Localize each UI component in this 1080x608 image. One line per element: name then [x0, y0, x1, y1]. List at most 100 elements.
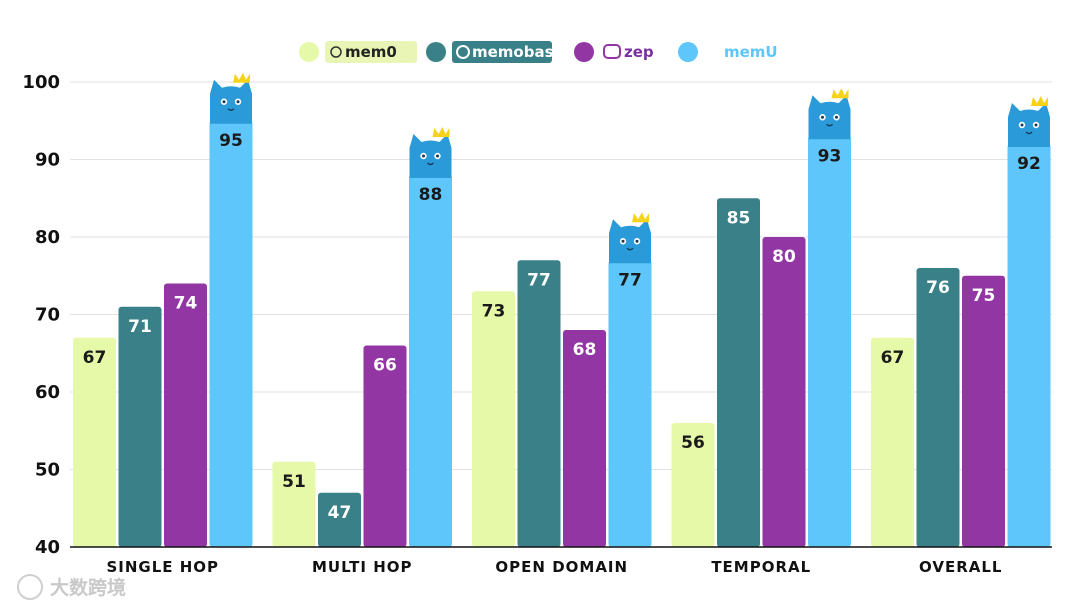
cat-pupil-icon [621, 239, 625, 243]
memobase-logo-chip [452, 41, 552, 63]
cat-head-icon [409, 134, 452, 178]
crown-icon [831, 88, 849, 99]
legend-swatch-memu [678, 42, 698, 62]
bar-memu-2 [608, 260, 652, 547]
mem0-logo-icon [330, 46, 342, 58]
data-label: 92 [1017, 154, 1041, 174]
cat-head-icon [609, 219, 651, 264]
memobase-logo-icon [456, 45, 470, 59]
zep-logo-icon [603, 44, 621, 59]
x-category-label: OPEN DOMAIN [495, 558, 628, 576]
bar-mem0-0 [73, 337, 116, 547]
cat-mouth-icon [227, 108, 235, 111]
cat-pupil-icon [436, 154, 439, 158]
bar-zep-4 [962, 275, 1005, 547]
cat-pupil-icon [1020, 123, 1024, 127]
watermark-text: 大数跨境 [50, 576, 126, 599]
cat-pupil-icon [835, 115, 838, 119]
bar-mem0-3 [671, 423, 715, 547]
bar-mem0-4 [871, 337, 914, 547]
bar-zep-3 [762, 237, 806, 547]
y-tick-label: 40 [35, 537, 60, 558]
y-tick-label: 70 [35, 305, 60, 326]
legend-label-zep: zep [624, 43, 654, 61]
cat-pupil-icon [821, 115, 824, 119]
bar-memobase-3 [717, 198, 760, 547]
crown-icon [632, 212, 649, 223]
y-tick-label: 60 [35, 382, 60, 403]
data-label: 95 [219, 131, 243, 151]
cat-mouth-icon [1025, 131, 1033, 135]
data-label: 66 [373, 356, 397, 376]
bar-memu-0 [209, 120, 253, 547]
bar-memu-3 [808, 136, 851, 547]
crown-icon [233, 72, 250, 83]
cat-pupil-icon [236, 100, 240, 104]
data-label: 71 [128, 317, 152, 337]
cat-mascot-icon [409, 127, 452, 178]
data-label: 47 [328, 503, 352, 523]
crown-icon [432, 127, 450, 137]
data-label: 51 [282, 472, 306, 492]
data-label: 85 [727, 208, 751, 228]
x-category-label: TEMPORAL [711, 558, 811, 576]
data-label: 77 [527, 270, 551, 290]
cat-head-icon [808, 95, 851, 140]
x-category-label: OVERALL [919, 558, 1002, 576]
legend-label-mem0: mem0 [345, 43, 397, 61]
data-label: 93 [818, 146, 842, 166]
bar-mem0-2 [472, 291, 515, 547]
bar-memobase-1 [318, 492, 361, 547]
cat-mascot-icon [210, 72, 252, 124]
cat-mouth-icon [626, 247, 634, 251]
data-label: 56 [681, 433, 705, 453]
y-tick-label: 90 [35, 150, 60, 171]
bar-zep-0 [164, 283, 207, 547]
data-label: 74 [174, 294, 198, 314]
data-label: 77 [618, 270, 642, 290]
cat-mascot-icon [1008, 96, 1050, 147]
cat-head-icon [1008, 103, 1050, 147]
legend-swatch-memobase [426, 42, 446, 62]
bar-zep-2 [563, 330, 606, 547]
bar-memobase-0 [118, 306, 162, 547]
legend-swatch-zep [574, 42, 594, 62]
x-axis-categories: SINGLE HOP MULTI HOP OPEN DOMAIN TEMPORAL OV… [106, 558, 1002, 576]
y-tick-label: 100 [22, 72, 60, 93]
watermark: 大数跨境 [17, 574, 126, 600]
crown-icon [1031, 96, 1048, 106]
y-tick-label: 80 [35, 227, 60, 248]
y-tick-label: 50 [35, 460, 60, 481]
cat-pupil-icon [1034, 123, 1038, 127]
data-label: 73 [482, 301, 506, 321]
bars: 67 71 74 95 51 47 66 88 73 77 68 77 56 85 80 93 67 76 75 92 [73, 72, 1051, 547]
legend-label-memu: memU [724, 43, 778, 61]
cat-pupil-icon [635, 239, 639, 243]
data-label: 67 [881, 348, 905, 368]
data-label: 88 [419, 185, 443, 205]
cat-mouth-icon [427, 162, 434, 166]
bar-mem0-1 [272, 461, 316, 547]
y-axis-ticks: 40 50 60 70 80 90 100 [22, 72, 60, 558]
watermark-logo-icon [17, 574, 43, 600]
bar-memobase-4 [916, 268, 960, 547]
data-label: 68 [573, 340, 597, 360]
x-category-label: MULTI HOP [312, 558, 413, 576]
cat-head-icon [210, 79, 252, 124]
cat-pupil-icon [222, 100, 226, 104]
legend: mem0 memobase zep memU [299, 41, 778, 63]
bar-memu-1 [409, 175, 452, 547]
mem0-logo-chip [325, 41, 417, 63]
cat-mascot-icon [609, 212, 651, 264]
data-label: 76 [926, 278, 950, 298]
legend-swatch-mem0 [299, 42, 319, 62]
data-label: 75 [972, 286, 996, 306]
cat-pupil-icon [422, 154, 425, 158]
bar-memu-4 [1007, 144, 1051, 547]
x-category-label: SINGLE HOP [106, 558, 219, 576]
cat-mouth-icon [826, 123, 833, 127]
bar-memobase-2 [517, 260, 561, 547]
legend-label-memobase: memobase [472, 43, 564, 61]
cat-mascot-icon [808, 88, 851, 140]
data-label: 80 [772, 247, 796, 267]
